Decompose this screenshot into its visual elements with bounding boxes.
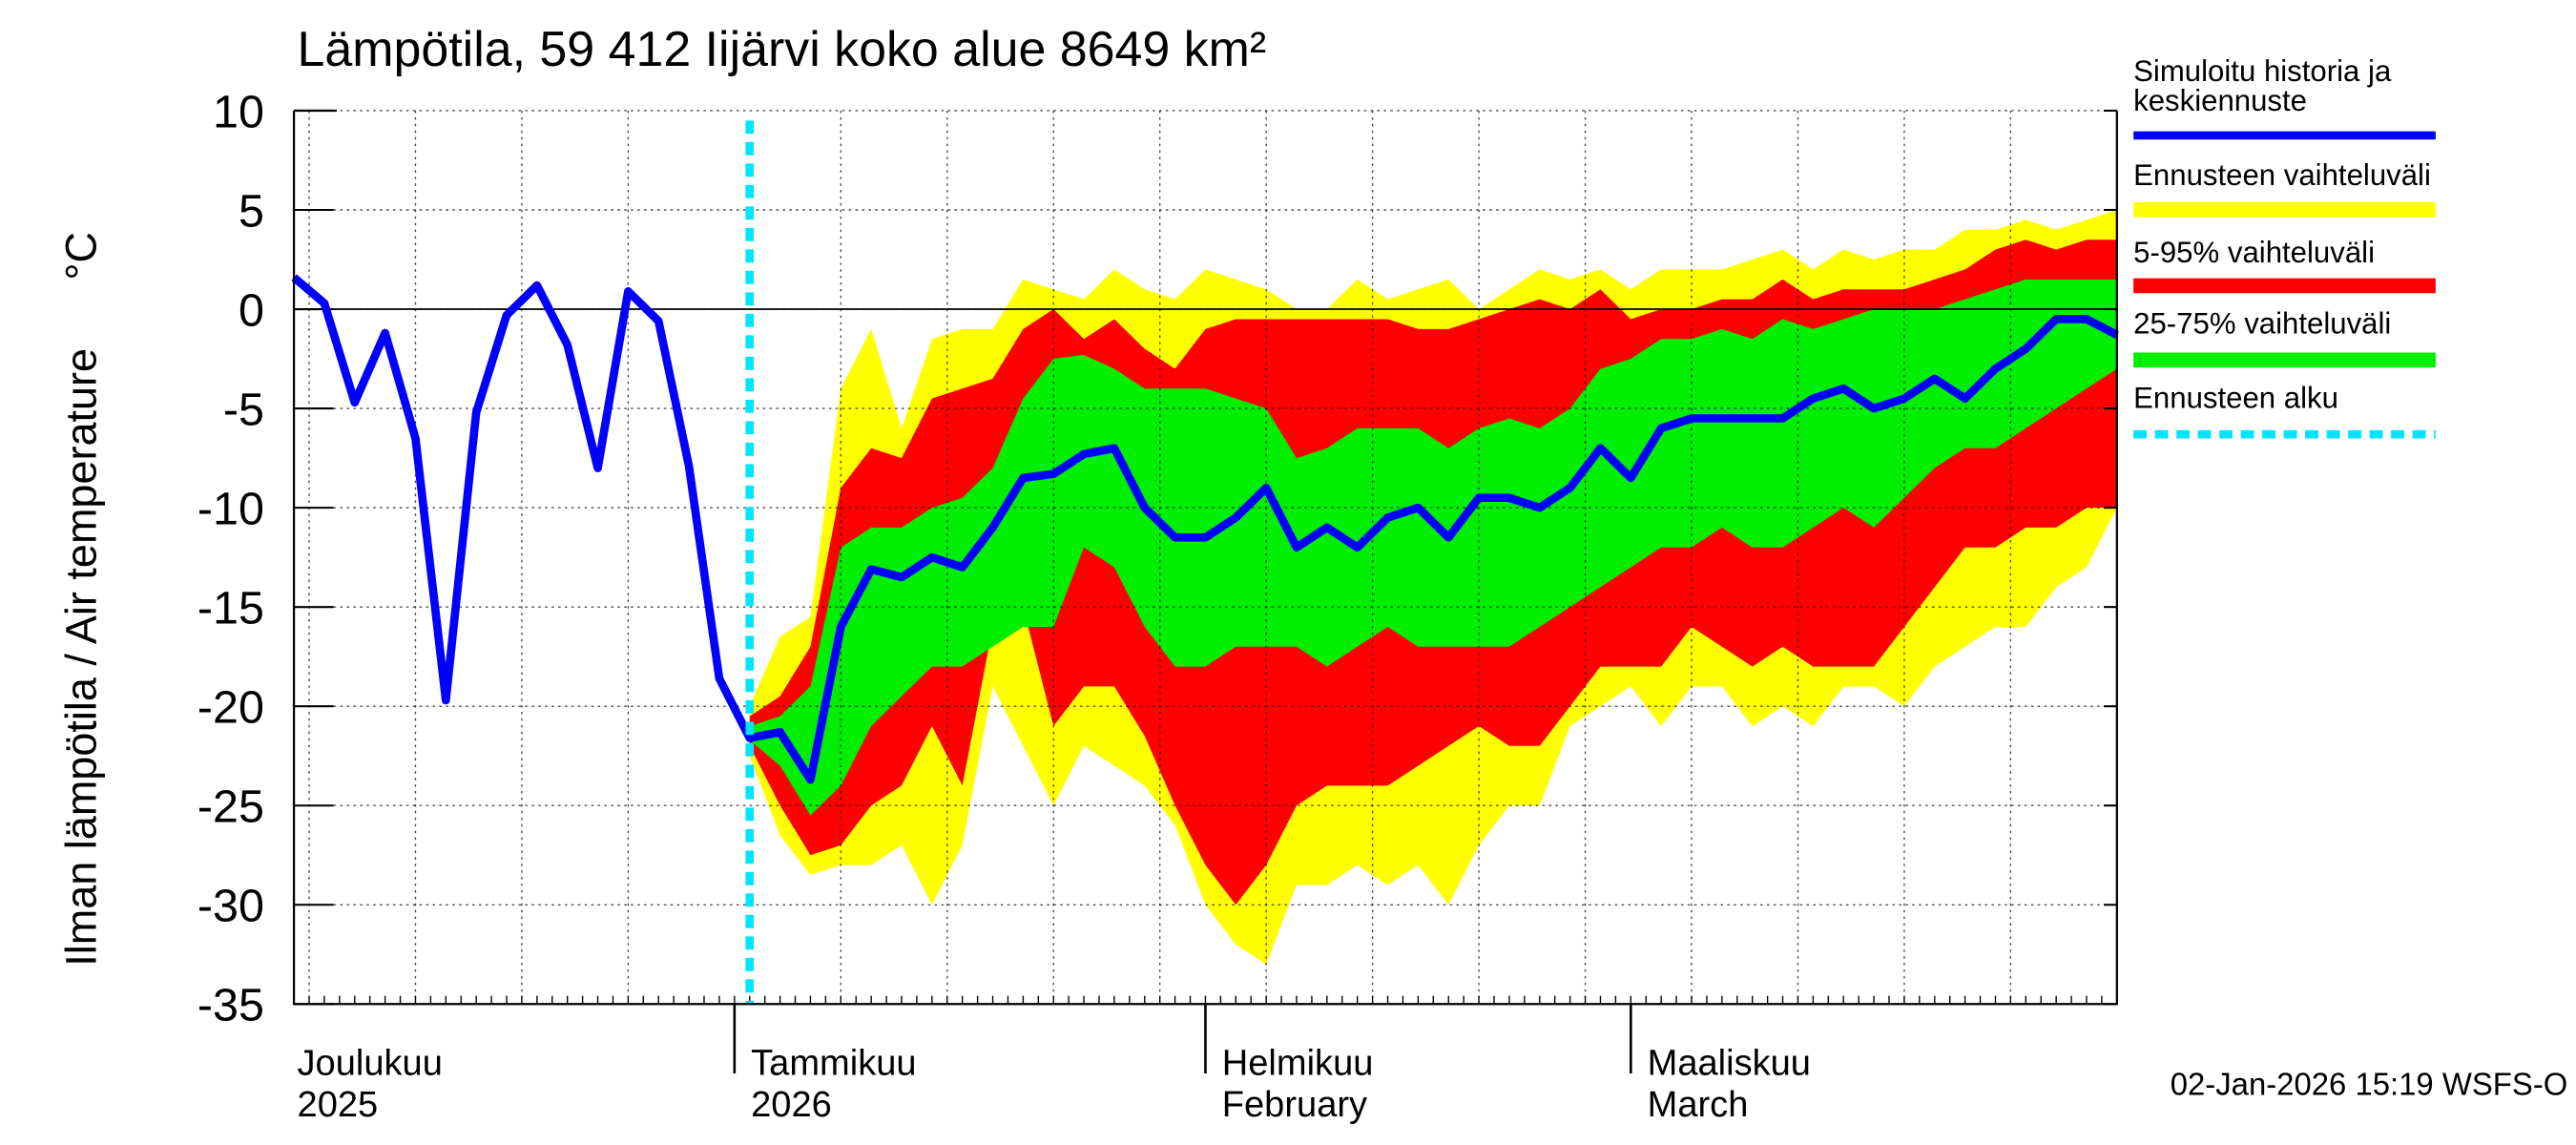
y-tick-label: -35	[197, 980, 264, 1031]
y-tick-label: -30	[197, 881, 264, 932]
x-tick-label: Maaliskuu	[1648, 1044, 1811, 1084]
y-tick-label: 10	[213, 86, 264, 137]
y-tick-label: -5	[223, 384, 264, 435]
mean-line	[291, 274, 2119, 784]
legend-entry: 5-95% vaihteluväli	[2133, 238, 2376, 270]
y-axis-unit: °C	[56, 232, 105, 280]
x-tick-label: Tammikuu	[751, 1044, 916, 1084]
y-tick-label: -15	[197, 582, 264, 634]
legend-entry: Ennusteen alku	[2133, 383, 2338, 415]
legend-label: Ennusteen vaihteluväli	[2133, 159, 2431, 192]
legend-label: Ennusteen alku	[2133, 383, 2338, 415]
legend-label: 25-75% vaihteluväli	[2133, 308, 2392, 341]
legend-label: 5-95% vaihteluväli	[2133, 238, 2376, 270]
y-tick-label: -20	[197, 682, 264, 734]
x-tick-label: Joulukuu	[298, 1044, 443, 1084]
y-tick-label: 0	[239, 284, 264, 336]
y-tick-label: -25	[197, 781, 264, 833]
x-tick-label: 2025	[298, 1085, 379, 1125]
legend-entry: Simuloitu historia ja keskiennuste	[2133, 55, 2392, 117]
y-tick-label: -10	[197, 483, 264, 534]
x-tick-label: February	[1222, 1085, 1367, 1125]
legend-entry: Ennusteen vaihteluväli	[2133, 159, 2431, 192]
chart-title: Lämpötila, 59 412 Iijärvi koko alue 8649…	[298, 22, 1267, 77]
axis-frame	[292, 110, 2118, 1006]
x-tick-label: Helmikuu	[1222, 1044, 1374, 1084]
x-tick-label: 2026	[751, 1085, 832, 1125]
footer: 02-Jan-2026 15:19 WSFS-O	[2171, 1067, 2568, 1102]
y-tick-label: 5	[239, 185, 264, 237]
x-tick-label: March	[1648, 1085, 1749, 1125]
legend-label: Simuloitu historia ja keskiennuste	[2133, 55, 2392, 117]
y-axis-label: Ilman lämpötila / Air temperature	[56, 348, 105, 967]
legend-entry: 25-75% vaihteluväli	[2133, 308, 2392, 341]
range-band	[749, 279, 2117, 816]
